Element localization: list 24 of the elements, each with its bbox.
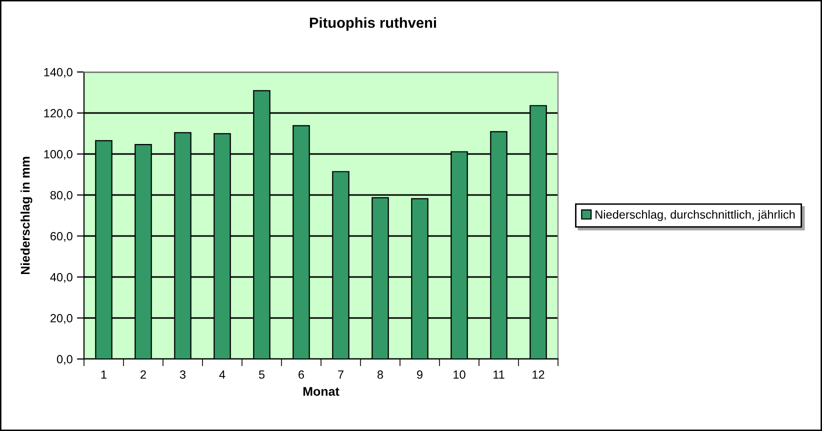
x-tick-label: 3 — [180, 370, 186, 379]
x-tick-label: 2 — [140, 370, 146, 379]
x-tick-label: 8 — [377, 370, 384, 379]
x-tick-label: 1 — [101, 370, 106, 379]
y-tick-label: 140,0 — [44, 68, 72, 78]
legend-label: Niederschlag, durchschnittlich, jährlich — [596, 210, 795, 222]
y-tick-label: 120,0 — [44, 109, 72, 119]
x-tick-label: 5 — [258, 370, 265, 379]
y-tick-label: 80,0 — [50, 191, 72, 201]
y-tick-label: 100,0 — [44, 150, 72, 160]
x-tick-label: 7 — [338, 370, 344, 379]
y-tick-label: 20,0 — [50, 314, 72, 324]
y-tick-label: 40,0 — [50, 273, 72, 283]
x-axis-title: Monat — [303, 387, 340, 396]
x-tick-label: 4 — [219, 370, 226, 379]
x-tick-label: 10 — [454, 370, 466, 379]
x-tick-label: 9 — [417, 370, 422, 379]
y-tick-label: 60,0 — [50, 232, 72, 242]
y-axis-title: Niederschlag in mm — [20, 156, 32, 274]
y-tick-label: 0,0 — [56, 355, 72, 365]
x-tick-label: 11 — [494, 370, 504, 379]
x-tick-label: 12 — [532, 370, 544, 379]
x-tick-label: 6 — [298, 370, 304, 379]
chart-title: Pituophis ruthveni — [310, 17, 436, 31]
